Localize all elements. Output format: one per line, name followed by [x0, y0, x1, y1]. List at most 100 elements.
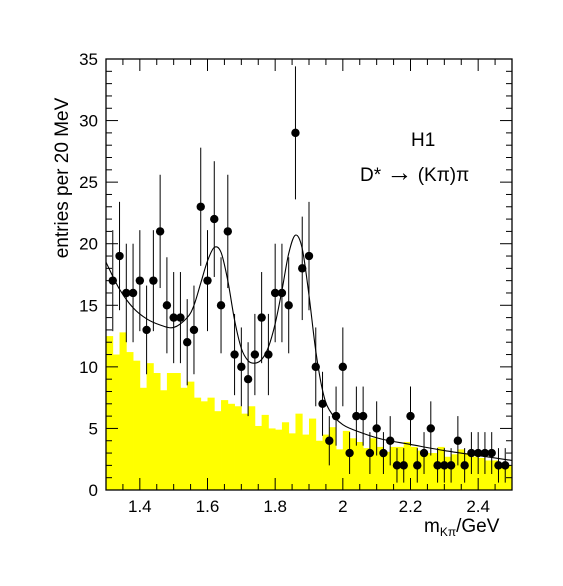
fit-curve-layer: [105, 234, 513, 461]
histogram-bar: [133, 360, 141, 490]
data-point: [128, 288, 138, 298]
histogram-bar: [200, 401, 208, 490]
y-tick-label: 30: [79, 112, 98, 131]
data-point: [257, 313, 266, 322]
data-point: [162, 301, 172, 310]
data-point: [189, 325, 199, 335]
histogram-bar: [112, 354, 120, 490]
data-point: [365, 448, 375, 458]
histogram-bar: [268, 428, 276, 490]
histogram-bar: [315, 440, 323, 490]
data-point: [155, 227, 165, 236]
data-point: [250, 350, 260, 359]
histogram-bar: [275, 429, 283, 490]
data-point: [135, 276, 145, 285]
histogram-bar: [180, 387, 188, 490]
histogram-bar: [464, 453, 472, 490]
histogram-bar: [417, 450, 425, 490]
data-point: [494, 461, 503, 470]
data-point: [331, 411, 341, 421]
histogram-bar: [410, 446, 418, 490]
data-point: [223, 227, 232, 236]
data-point: [230, 350, 239, 359]
histogram-bar: [302, 434, 310, 490]
data-point: [406, 411, 415, 421]
histogram-bar: [424, 453, 432, 490]
histogram-bar: [484, 460, 493, 490]
data-point: [501, 461, 510, 470]
data-point: [446, 461, 456, 470]
x-tick-label: 1.4: [128, 497, 152, 516]
histogram-bar: [119, 332, 127, 490]
histogram-bar: [309, 418, 317, 490]
y-axis-label: entries per 20 MeV: [52, 97, 73, 258]
process-particle: D*: [360, 165, 382, 186]
data-point: [379, 448, 388, 458]
histogram-bar: [430, 453, 438, 490]
h1-annotation: H1: [411, 130, 435, 151]
data-point: [433, 461, 442, 470]
x-axis-label-main: m: [424, 516, 440, 537]
data-point: [108, 276, 117, 285]
data-point: [352, 411, 361, 421]
x-axis-label-subscript: Kπ: [440, 525, 456, 539]
histogram-bar: [491, 460, 499, 490]
histogram-bar: [451, 454, 459, 490]
histogram-bar: [376, 446, 384, 490]
histogram-bar: [173, 373, 181, 490]
histogram-bar: [187, 381, 195, 490]
data-point: [210, 214, 219, 224]
process-products: (Kπ)π: [418, 165, 470, 186]
data-point: [345, 448, 354, 458]
fit-curve: [105, 234, 513, 461]
data-point: [480, 448, 490, 458]
data-point: [419, 448, 429, 458]
x-tick-label: 2: [338, 497, 347, 516]
histogram-bar: [160, 390, 168, 490]
x-ticks: 1.4 1.6 1.8 2 2.2 2.4: [105, 59, 513, 516]
data-point: [487, 448, 496, 458]
histogram-bar: [342, 430, 350, 490]
data-point: [291, 128, 300, 138]
data-point: [142, 325, 151, 335]
background-histogram: [106, 332, 513, 490]
data-point: [284, 301, 293, 310]
histogram-bar: [396, 446, 405, 490]
histogram-bar: [369, 438, 378, 490]
x-axis-label-unit: /GeV: [456, 516, 500, 537]
data-point: [392, 461, 402, 470]
histogram-bar: [363, 448, 371, 490]
y-tick-label: 35: [79, 50, 98, 69]
y-tick-label: 0: [89, 481, 98, 500]
y-tick-label: 5: [89, 419, 98, 438]
data-point: [115, 251, 124, 261]
histogram-bar: [153, 373, 161, 490]
histogram-bar: [227, 403, 235, 490]
histogram-bar: [349, 438, 357, 490]
data-point: [426, 424, 435, 433]
data-point: [413, 461, 422, 470]
histogram-bar: [471, 456, 479, 490]
histogram-bar: [139, 387, 147, 490]
histogram-bar: [390, 446, 398, 490]
histogram-bar: [166, 373, 175, 490]
data-point: [318, 399, 327, 408]
histogram-bar: [437, 446, 445, 490]
data-point: [304, 251, 314, 261]
data-point: [216, 301, 226, 310]
histogram-bar: [322, 434, 330, 490]
histogram-bar: [261, 414, 269, 490]
histogram-bar: [336, 449, 344, 490]
data-point: [460, 461, 469, 470]
histogram-bar: [444, 456, 452, 490]
x-tick-label: 2.2: [399, 497, 423, 516]
data-point: [237, 362, 246, 372]
histogram-bar: [356, 441, 364, 490]
y-tick-label: 25: [79, 173, 98, 192]
data-point: [440, 461, 449, 470]
data-point: [358, 411, 368, 421]
data-point: [169, 313, 178, 322]
data-point: [183, 338, 192, 347]
data-point: [196, 202, 205, 211]
histogram-bar: [241, 413, 249, 490]
